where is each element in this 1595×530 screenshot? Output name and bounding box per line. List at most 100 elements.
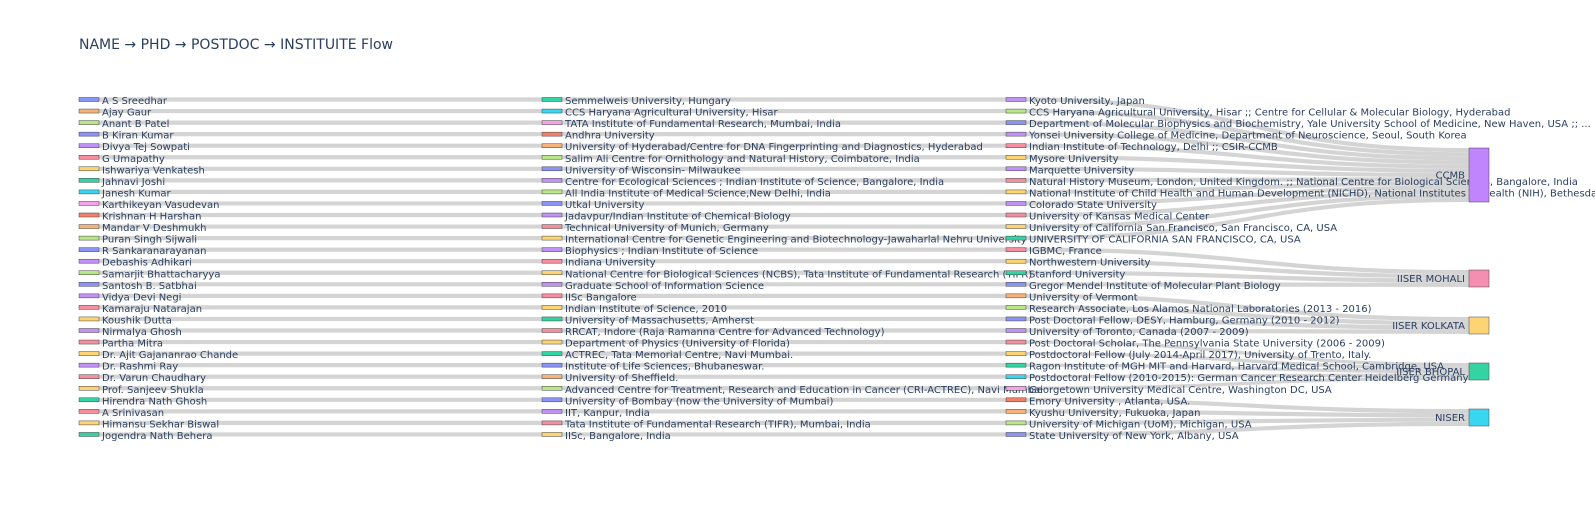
phd-label: Advanced Centre for Treatment, Research … [565, 385, 1043, 396]
flow-link [1025, 108, 1470, 157]
institute-label: CCMB [1436, 171, 1466, 182]
postdoc-label: CCS Haryana Agricultural University, His… [1029, 108, 1510, 119]
names-label: Karthikeyan Vasudevan [102, 200, 219, 211]
flow-link [1025, 397, 1470, 414]
names-node [78, 120, 100, 125]
flow-link [1025, 421, 1470, 437]
phd-label: Graduate School of Information Science [565, 281, 764, 292]
postdoc-label: Kyoto University, Japan [1029, 96, 1145, 107]
postdoc-node [1005, 212, 1027, 218]
names-label: Mandar V Deshmukh [102, 223, 207, 234]
flow-link [1025, 181, 1470, 194]
postdoc-label: Indian Institute of Technology, Delhi ;;… [1029, 142, 1278, 153]
names-node [78, 293, 100, 299]
names-label: Prof. Sanjeev Shukla [102, 385, 204, 396]
names-node [78, 143, 100, 148]
flow-link [1025, 166, 1470, 178]
flow-link [1025, 143, 1470, 169]
names-node [78, 258, 100, 264]
phd-node [541, 339, 563, 345]
names-label: Nirmalya Ghosh [102, 327, 182, 338]
names-label: A Srinivasan [102, 408, 164, 419]
phd-label: Institute of Life Sciences, Bhubaneswar. [565, 362, 764, 373]
postdoc-label: Research Associate, Los Alamos National … [1029, 304, 1372, 315]
postdoc-label: University of Toronto, Canada (2007 - 20… [1029, 327, 1249, 338]
flow-link [1025, 185, 1470, 206]
phd-label: RRCAT, Indore (Raja Ramanna Centre for A… [565, 327, 885, 338]
phd-node [541, 362, 563, 368]
phd-label: University of Bombay (now the University… [565, 396, 833, 407]
phd-label: University of Hyderabad/Centre for DNA F… [565, 142, 983, 153]
names-node [78, 282, 100, 287]
postdoc-node [1005, 224, 1027, 229]
institute-label: IISER BHOPAL [1396, 367, 1465, 378]
phd-node [541, 108, 563, 114]
names-label: A S Sreedhar [102, 96, 168, 107]
phd-label: Tata Institute of Fundamental Research (… [564, 419, 871, 430]
postdoc-label: Ragon Institute of MGH MIT and Harvard, … [1029, 362, 1444, 373]
postdoc-node [1005, 316, 1027, 322]
names-label: Kamaraju Natarajan [102, 304, 202, 315]
flow-link [1025, 316, 1470, 330]
postdoc-node [1005, 178, 1027, 183]
names-label: Ishwariya Venkatesh [102, 165, 205, 176]
postdoc-node [1005, 420, 1027, 426]
postdoc-node [1005, 397, 1027, 403]
phd-node [541, 143, 563, 148]
phd-node [541, 397, 563, 403]
postdoc-node [1005, 270, 1027, 275]
names-node [78, 97, 100, 102]
phd-node [541, 178, 563, 183]
phd-node [541, 131, 563, 137]
phd-label: Department of Physics (University of Flo… [565, 339, 790, 350]
phd-node [541, 409, 563, 414]
names-label: Janesh Kumar [101, 188, 172, 199]
phd-label: International Centre for Genetic Enginee… [565, 235, 1027, 246]
postdoc-node [1005, 166, 1027, 172]
flow-link [1025, 328, 1470, 334]
postdoc-label: Kyushu University, Fukuoka, Japan [1029, 408, 1200, 419]
names-label: B Kiran Kumar [102, 131, 174, 142]
postdoc-label: Stanford University [1029, 269, 1125, 280]
postdoc-node [1005, 351, 1027, 356]
postdoc-node [1005, 305, 1027, 310]
phd-label: All India Institute of Medical Science,N… [565, 188, 831, 199]
phd-label: IISc, Bangalore, India [565, 431, 671, 442]
postdoc-node [1005, 247, 1027, 252]
postdoc-node [1005, 235, 1027, 241]
flow-link [1025, 363, 1470, 374]
postdoc-node [1005, 131, 1027, 137]
institute-node [1468, 147, 1490, 203]
phd-node [541, 155, 563, 160]
flow-link [1025, 247, 1470, 275]
names-label: G Umapathy [102, 154, 165, 165]
flow-link [1025, 155, 1470, 173]
phd-node [541, 305, 563, 310]
postdoc-label: UNIVERSITY OF CALIFORNIA SAN FRANCISCO, … [1029, 235, 1301, 246]
postdoc-label: Emory University , Atlanta, USA. [1029, 396, 1190, 407]
postdoc-node [1005, 143, 1027, 148]
names-node [78, 108, 100, 114]
flow-link [1025, 282, 1470, 287]
phd-node [541, 120, 563, 125]
names-node [78, 386, 100, 391]
postdoc-node [1005, 339, 1027, 345]
names-label: Dr. Rashmi Ray [102, 362, 178, 373]
postdoc-node [1005, 432, 1027, 437]
phd-node [541, 97, 563, 102]
postdoc-node [1005, 386, 1027, 391]
postdoc-node [1005, 258, 1027, 264]
postdoc-label: State University of New York, Albany, US… [1029, 431, 1239, 442]
phd-label: Centre for Ecological Sciences ; Indian … [565, 177, 944, 188]
postdoc-label: Post Doctoral Scholar, The Pennsylvania … [1029, 339, 1385, 350]
phd-node [541, 316, 563, 322]
phd-label: IIT, Kanpur, India [565, 408, 650, 419]
flow-link [1025, 293, 1470, 322]
postdoc-label: Postdoctoral Fellow (July 2014-April 201… [1029, 350, 1371, 361]
postdoc-label: Postdoctoral Fellow (2010-2015): German … [1029, 373, 1469, 384]
names-node [78, 409, 100, 414]
phd-node [541, 224, 563, 229]
phd-node [541, 432, 563, 437]
phd-node [541, 420, 563, 426]
